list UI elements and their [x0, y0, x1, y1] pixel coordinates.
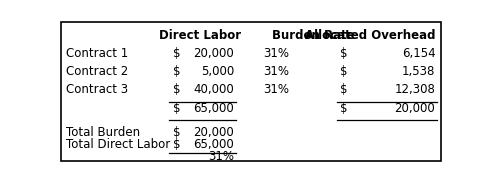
- Text: 6,154: 6,154: [402, 47, 435, 60]
- Text: 31%: 31%: [263, 84, 289, 96]
- Text: $: $: [173, 126, 181, 139]
- Text: $: $: [341, 102, 348, 115]
- Text: 31%: 31%: [208, 150, 234, 163]
- Text: Burden Rate: Burden Rate: [272, 29, 355, 42]
- Text: Contract 2: Contract 2: [66, 65, 128, 78]
- Text: 1,538: 1,538: [402, 65, 435, 78]
- Text: Contract 1: Contract 1: [66, 47, 128, 60]
- Text: $: $: [341, 84, 348, 96]
- Text: 5,000: 5,000: [201, 65, 234, 78]
- Text: 65,000: 65,000: [193, 138, 234, 151]
- Text: 20,000: 20,000: [394, 102, 435, 115]
- Text: 20,000: 20,000: [193, 126, 234, 139]
- Text: Allocated Overhead: Allocated Overhead: [305, 29, 435, 42]
- Text: Total Direct Labor: Total Direct Labor: [66, 138, 170, 151]
- Text: $: $: [173, 138, 181, 151]
- Text: Total Burden: Total Burden: [66, 126, 140, 139]
- Text: 31%: 31%: [263, 65, 289, 78]
- Text: $: $: [173, 47, 181, 60]
- Text: 40,000: 40,000: [193, 84, 234, 96]
- Text: Contract 3: Contract 3: [66, 84, 128, 96]
- Text: 31%: 31%: [263, 47, 289, 60]
- Text: 12,308: 12,308: [394, 84, 435, 96]
- Text: $: $: [341, 65, 348, 78]
- Text: $: $: [173, 84, 181, 96]
- Text: $: $: [173, 65, 181, 78]
- Text: $: $: [341, 47, 348, 60]
- Text: Direct Labor: Direct Labor: [159, 29, 241, 42]
- Text: 65,000: 65,000: [193, 102, 234, 115]
- Text: $: $: [173, 102, 181, 115]
- Text: 20,000: 20,000: [193, 47, 234, 60]
